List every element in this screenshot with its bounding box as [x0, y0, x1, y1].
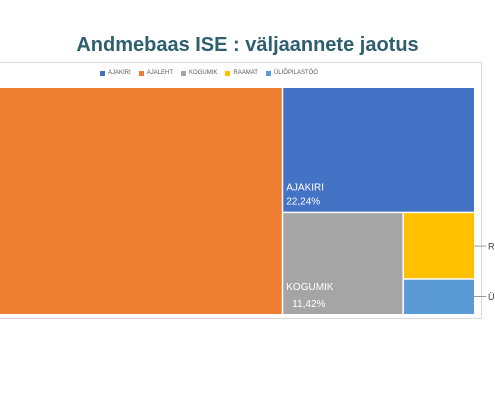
- outside-label-uliopilastoo: Ü: [488, 292, 495, 302]
- treemap-tile-kogumik: [283, 213, 403, 314]
- tile-value-ajakiri: 22,24%: [286, 196, 320, 207]
- legend-swatch: [181, 70, 187, 76]
- tile-label-ajakiri: AJAKIRI: [286, 182, 324, 193]
- treemap-tile-ajakiri: [283, 88, 474, 212]
- legend-swatch: [138, 70, 144, 76]
- legend: AJAKIRI AJALEHT KOGUMIK RAAMAT ÜLIÕPILASTÖÖ: [100, 70, 318, 76]
- treemap-tile-r: [403, 213, 474, 279]
- legend-label: AJALEHT: [146, 70, 174, 76]
- legend-label: AJAKIRI: [108, 70, 131, 76]
- legend-item-kogumik: KOGUMIK: [181, 70, 217, 76]
- tile-value-kogumik: 11,42%: [292, 299, 325, 310]
- legend-label: KOGUMIK: [189, 70, 218, 76]
- legend-item-raamat: RAAMAT: [225, 70, 258, 76]
- treemap-tile-ajaleht: [0, 88, 282, 314]
- legend-swatch: [100, 70, 105, 76]
- legend-item-ajakiri: AJAKIRI: [100, 70, 131, 76]
- treemap-tile-ü: [403, 279, 474, 314]
- outside-label-raamat: R: [488, 242, 495, 252]
- legend-item-ajaleht: AJALEHT: [138, 70, 174, 76]
- tile-label-kogumik: KOGUMIK: [286, 282, 334, 293]
- chart-title: Andmebaas ISE : väljaannete jaotus: [76, 34, 419, 56]
- legend-swatch: [225, 70, 231, 76]
- chart-frame: [0, 62, 482, 319]
- legend-item-üliõpilastöö: ÜLIÕPILASTÖÖ: [265, 70, 318, 76]
- legend-label: ÜLIÕPILASTÖÖ: [273, 70, 318, 76]
- legend-swatch: [265, 70, 271, 76]
- legend-label: RAAMAT: [233, 70, 258, 76]
